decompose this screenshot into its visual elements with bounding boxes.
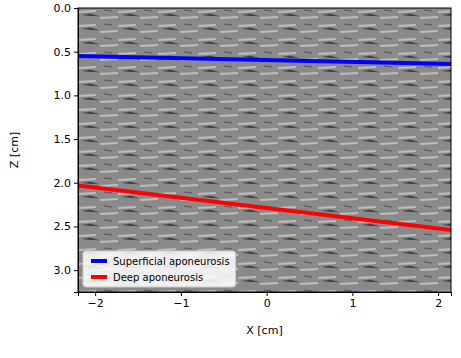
x-tick-label: 2 [435,297,442,310]
x-tick-mark [267,292,268,296]
plot: −2 −1 0 1 2 0.0 0.5 1.0 1.5 2.0 2.5 3.0 Superficial … [54,2,452,310]
y-tick: 1.5 [54,133,79,146]
aponeurosis-line [78,185,451,230]
y-tick: 0.0 [54,2,79,15]
lines [78,56,451,230]
plot-frame [78,8,451,292]
y-tick: 3.0 [54,264,79,277]
x-tick: 0 [264,292,271,310]
x-tick-label: 0 [264,297,271,310]
x-axis-line [79,293,452,297]
legend-swatch [91,275,107,279]
x-axis: −2 −1 0 1 2 [79,292,452,310]
y-tick-label: 1.0 [54,89,72,102]
y-tick-mark [74,226,78,227]
y-tick: 0.5 [54,46,79,59]
legend-label: Superficial aponeurosis [113,256,230,267]
image-background [78,8,451,292]
y-tick: 2.0 [54,177,79,190]
legend-swatch [91,259,107,263]
x-tick-label: −2 [88,297,104,310]
y-tick: 2.5 [54,220,79,233]
x-tick-label: 1 [349,297,356,310]
legend-box [83,251,236,287]
legend: Superficial aponeurosis Deep aponeurosis [83,251,236,287]
x-tick: −2 [88,292,104,310]
y-tick-label: 2.0 [54,177,72,190]
x-tick-mark [95,292,96,296]
y-axis-title: Z [cm] [8,132,21,168]
y-tick-mark [74,8,78,9]
y-tick-mark [74,95,78,96]
y-tick: 1.0 [54,89,79,102]
x-tick: 2 [435,292,442,310]
y-tick-label: 0.0 [54,2,72,15]
x-axis-title: X [cm] [246,324,282,337]
x-tick: 1 [349,292,356,310]
legend-label: Deep aponeurosis [113,272,203,283]
y-tick-mark [74,139,78,140]
y-tick-label: 1.5 [54,133,72,146]
y-tick-label: 3.0 [54,264,72,277]
x-tick-label: −1 [173,297,189,310]
x-tick-mark [352,292,353,296]
legend-item: Deep aponeurosis [91,272,203,283]
x-tick: −1 [173,292,189,310]
chart: −2 −1 0 1 2 0.0 0.5 1.0 1.5 2.0 2.5 3.0 Superficial … [0,0,461,358]
x-tick-mark [438,292,439,296]
y-tick-mark [74,270,78,271]
x-tick-mark [181,292,182,296]
y-tick-label: 0.5 [54,46,72,59]
y-tick-mark [74,183,78,184]
aponeurosis-line [78,56,451,64]
legend-item: Superficial aponeurosis [91,256,230,267]
y-tick-mark [74,52,78,53]
y-axis: 0.0 0.5 1.0 1.5 2.0 2.5 3.0 [54,2,79,292]
y-tick-label: 2.5 [54,220,72,233]
